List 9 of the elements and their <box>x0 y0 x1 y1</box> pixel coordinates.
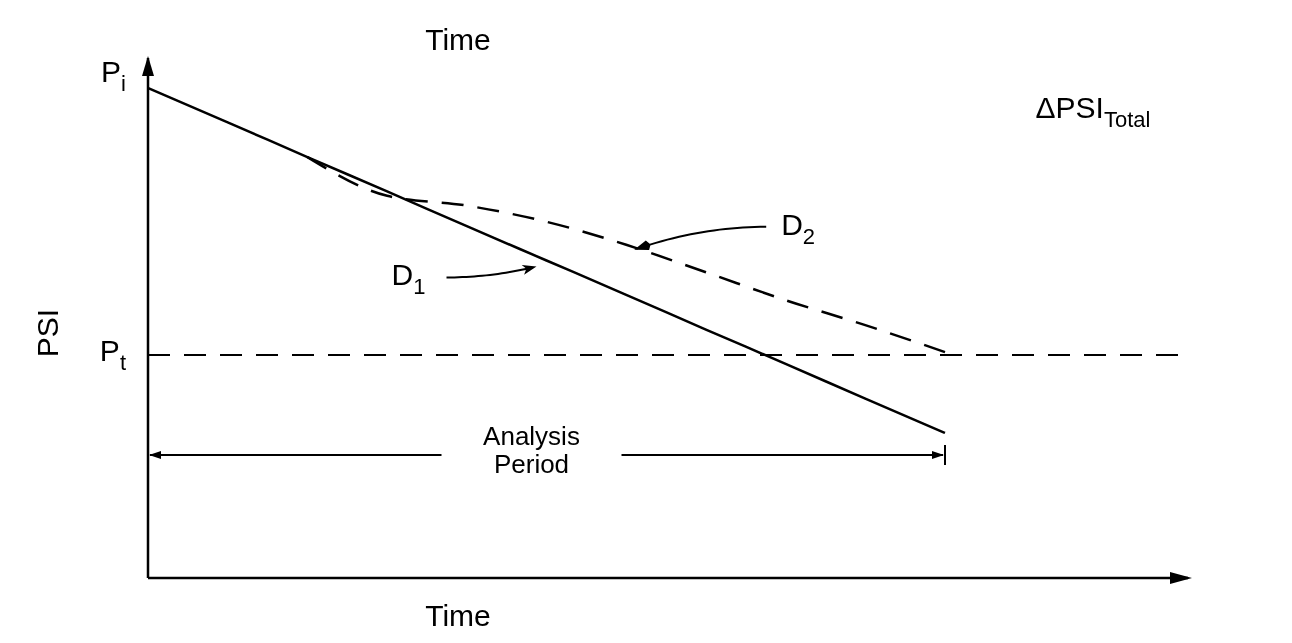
series-label: D$_{1}$ <box>391 258 426 300</box>
annotation: Analysis Period <box>483 421 580 479</box>
text: ΔPSI$_{Total}$ <box>1035 91 1151 132</box>
ref-line-label: P$_{t}$ <box>99 334 126 375</box>
legend-label: D$_{2}$ <box>781 207 816 249</box>
chart-title: Time <box>425 23 491 56</box>
x-axis-title: Time <box>425 599 491 632</box>
y-axis-title: PSI <box>31 308 64 358</box>
annotation: P$_{i}$ <box>101 55 126 96</box>
